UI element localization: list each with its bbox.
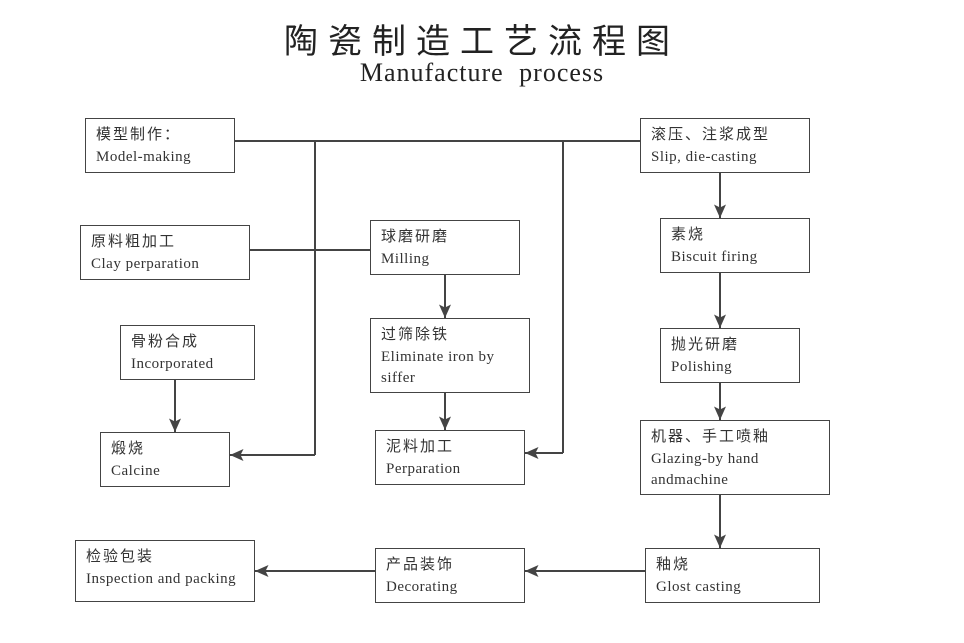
node-milling-en: Milling <box>381 249 509 269</box>
node-biscuit-cn: 素烧 <box>671 225 799 245</box>
node-inspect-cn: 检验包装 <box>86 547 244 567</box>
node-glaze-cn: 机器、手工喷釉 <box>651 427 819 447</box>
node-biscuit-en: Biscuit firing <box>671 247 799 267</box>
node-inspect: 检验包装Inspection and packing <box>75 540 255 602</box>
node-incorp-en: Incorporated <box>131 354 244 374</box>
node-incorp: 骨粉合成Incorporated <box>120 325 255 380</box>
node-perp-en: Perparation <box>386 459 514 479</box>
node-calcine-en: Calcine <box>111 461 219 481</box>
node-decor-en: Decorating <box>386 577 514 597</box>
node-milling: 球磨研磨Milling <box>370 220 520 275</box>
node-glaze: 机器、手工喷釉Glazing-by hand andmachine <box>640 420 830 495</box>
node-biscuit: 素烧Biscuit firing <box>660 218 810 273</box>
node-clay: 原料粗加工Clay perparation <box>80 225 250 280</box>
node-perp: 泥料加工Perparation <box>375 430 525 485</box>
node-slip-cn: 滚压、注浆成型 <box>651 125 799 145</box>
node-elim-cn: 过筛除铁 <box>381 325 519 345</box>
node-model-cn: 模型制作： <box>96 125 224 145</box>
node-glost-en: Glost casting <box>656 577 809 597</box>
node-slip-en: Slip, die-casting <box>651 147 799 167</box>
node-elim: 过筛除铁Eliminate iron by siffer <box>370 318 530 393</box>
node-milling-cn: 球磨研磨 <box>381 227 509 247</box>
node-decor-cn: 产品装饰 <box>386 555 514 575</box>
node-polish-cn: 抛光研磨 <box>671 335 789 355</box>
node-perp-cn: 泥料加工 <box>386 437 514 457</box>
node-glost-cn: 釉烧 <box>656 555 809 575</box>
node-decor: 产品装饰Decorating <box>375 548 525 603</box>
node-glost: 釉烧Glost casting <box>645 548 820 603</box>
node-calcine-cn: 煅烧 <box>111 439 219 459</box>
node-slip: 滚压、注浆成型Slip, die-casting <box>640 118 810 173</box>
node-glaze-en: Glazing-by hand andmachine <box>651 449 819 490</box>
node-clay-cn: 原料粗加工 <box>91 232 239 252</box>
flowchart-stage: 陶瓷制造工艺流程图 Manufacture process 模型制作：Model… <box>0 0 964 643</box>
node-model-en: Model-making <box>96 147 224 167</box>
node-clay-en: Clay perparation <box>91 254 239 274</box>
title-chinese: 陶瓷制造工艺流程图 <box>0 14 964 63</box>
node-model: 模型制作：Model-making <box>85 118 235 173</box>
node-polish-en: Polishing <box>671 357 789 377</box>
node-calcine: 煅烧Calcine <box>100 432 230 487</box>
node-elim-en: Eliminate iron by siffer <box>381 347 519 388</box>
node-incorp-cn: 骨粉合成 <box>131 332 244 352</box>
node-polish: 抛光研磨Polishing <box>660 328 800 383</box>
title-english: Manufacture process <box>0 58 964 88</box>
node-inspect-en: Inspection and packing <box>86 569 244 589</box>
